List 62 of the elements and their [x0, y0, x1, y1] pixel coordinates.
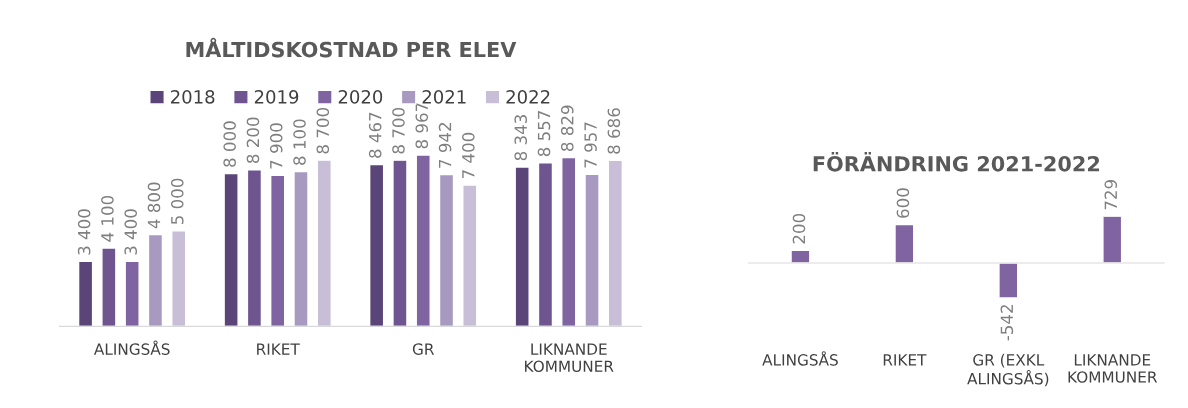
data-label: 729	[1104, 180, 1118, 210]
data-label: 7 900	[269, 123, 283, 169]
bar	[1102, 216, 1123, 264]
data-label: 8 700	[316, 107, 330, 154]
bar	[368, 163, 385, 327]
x-tick-label: LIKNANDE KOMMUNER	[525, 343, 614, 372]
bar	[124, 260, 140, 327]
legend-label: 2022	[506, 90, 550, 104]
legend-label: 2019	[254, 90, 299, 104]
bar	[101, 247, 117, 327]
data-label: 8 829	[560, 105, 574, 151]
data-label: 8 686	[607, 108, 621, 154]
data-label: 5 000	[170, 178, 184, 225]
bar	[246, 169, 263, 327]
data-label: 8 467	[368, 112, 382, 158]
legend-label: 2021	[422, 90, 466, 104]
x-tick-label: GR (EXKL ALINGSÅS)	[967, 353, 1049, 387]
bar	[392, 159, 408, 327]
data-label: 7 400	[462, 132, 475, 179]
data-label: 8 967	[415, 103, 429, 149]
x-tick-label: GR	[412, 343, 435, 355]
data-label: 3 400	[124, 209, 137, 255]
bar	[223, 172, 239, 327]
x-tick-label: LIKNANDE KOMMUNER	[1068, 354, 1158, 383]
data-label: 4 100	[101, 195, 114, 242]
data-label: 8 557	[537, 111, 551, 157]
bar	[537, 162, 554, 327]
bar	[438, 173, 455, 327]
data-label: 8 100	[293, 119, 306, 165]
bar	[514, 166, 530, 327]
legend-label: 2018	[171, 90, 215, 104]
data-label: 8 000	[223, 121, 236, 167]
chart-title: MÅLTIDSKOSTNAD PER ELEV	[186, 37, 517, 58]
bar	[561, 156, 577, 327]
data-label: 200	[792, 213, 806, 244]
bar	[316, 159, 332, 327]
bar	[77, 260, 94, 327]
data-label: -542	[1000, 305, 1014, 341]
bar	[171, 230, 187, 327]
data-label: 600	[896, 188, 910, 218]
data-label: 3 400	[77, 209, 91, 255]
data-label: 8 700	[392, 107, 405, 154]
chart-title: FÖRÄNDRING 2021-2022	[813, 152, 1100, 172]
x-tick-label: ALINGSÅS	[762, 351, 838, 366]
data-label: 8 343	[514, 115, 528, 161]
bar	[462, 184, 478, 327]
bar	[584, 173, 600, 327]
bar	[607, 159, 624, 327]
bar	[147, 233, 164, 327]
x-tick-label: RIKET	[257, 343, 300, 355]
bar	[293, 170, 309, 327]
data-label: 4 800	[147, 182, 161, 229]
x-tick-label: ALINGSÅS	[93, 340, 170, 355]
bar	[415, 155, 431, 327]
bar	[270, 174, 286, 327]
bar	[998, 262, 1019, 298]
legend-label: 2020	[338, 90, 383, 104]
bar	[894, 223, 915, 264]
data-label: 7 942	[438, 123, 452, 168]
data-label: 7 957	[584, 122, 597, 168]
data-label: 8 200	[246, 117, 260, 164]
x-tick-label: RIKET	[883, 354, 927, 366]
